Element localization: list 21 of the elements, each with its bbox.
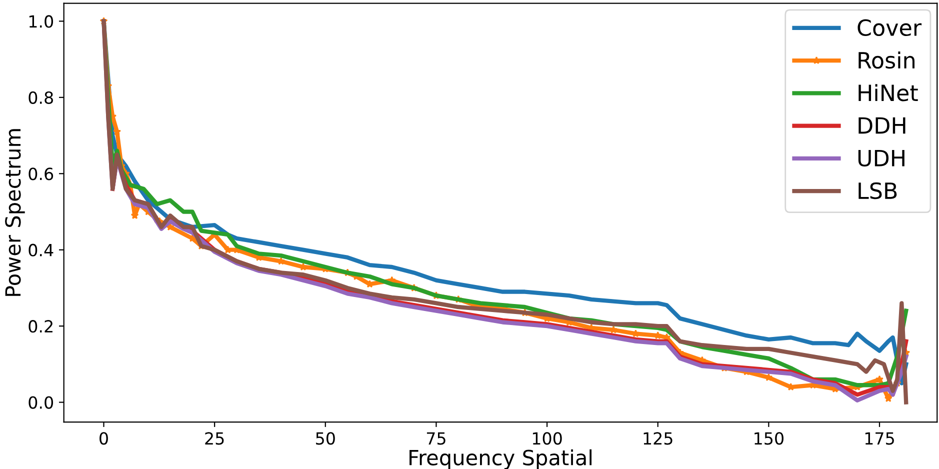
y-tick-label: 1.0 <box>29 15 54 28</box>
legend-label: UDH <box>858 150 904 167</box>
y-tick-label: 0.0 <box>28 396 54 409</box>
x-tick-label: 0 <box>100 432 108 445</box>
legend-label: Cover <box>858 19 922 36</box>
y-axis-title: Power Spectrum <box>5 129 25 296</box>
x-tick-label: 100 <box>532 432 562 445</box>
x-tick-label: 175 <box>865 432 894 445</box>
y-tick-label: 0.6 <box>28 168 54 180</box>
x-tick-label: 150 <box>754 432 784 445</box>
legend-label: LSB <box>858 182 897 200</box>
x-tick-label: 125 <box>644 432 672 445</box>
legend-label: DDH <box>858 117 906 134</box>
legend-label: HiNet <box>858 84 918 102</box>
y-tick-label: 0.2 <box>28 320 52 333</box>
x-tick-label: 25 <box>205 432 224 445</box>
y-tick-label: 0.4 <box>28 244 54 256</box>
x-tick-label: 50 <box>316 432 335 445</box>
legend-label: Rosin <box>858 51 914 69</box>
x-tick-label: 75 <box>426 432 446 445</box>
y-tick-label: 0.8 <box>28 91 53 104</box>
